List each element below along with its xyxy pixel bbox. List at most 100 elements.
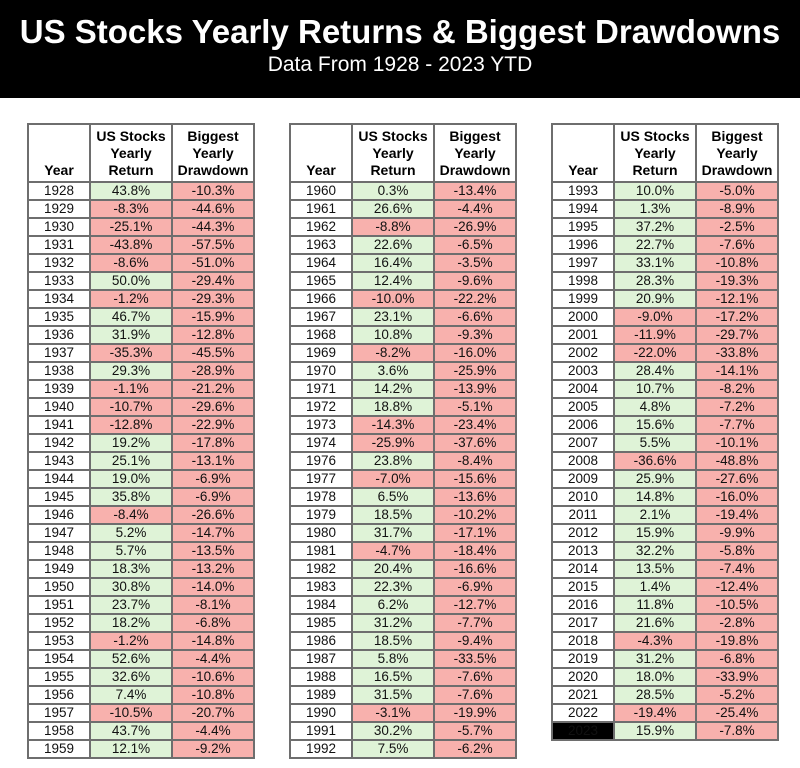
drawdown-cell: -2.5% (695, 217, 779, 238)
return-cell: 14.8% (613, 487, 697, 508)
year-cell: 2009 (551, 469, 615, 490)
return-cell: 12.4% (351, 271, 435, 292)
drawdown-cell: -22.9% (171, 415, 255, 436)
table-row: 1965 12.4% -9.6% (289, 271, 517, 292)
return-cell: 4.8% (613, 397, 697, 418)
year-cell: 2020 (551, 667, 615, 688)
drawdown-cell: -9.9% (695, 523, 779, 544)
drawdown-cell: -8.4% (433, 451, 517, 472)
drawdown-cell: -14.8% (171, 631, 255, 652)
drawdown-cell: -7.4% (695, 559, 779, 580)
return-cell: 52.6% (89, 649, 173, 670)
table-row: 1951 23.7% -8.1% (27, 595, 255, 616)
header-row: Year US Stocks Yearly Return Biggest Yearl… (551, 122, 779, 184)
table-row: 1972 18.8% -5.1% (289, 397, 517, 418)
col-header-drawdown: Biggest Yearly Drawdown (433, 122, 517, 184)
drawdown-cell: -37.6% (433, 433, 517, 454)
drawdown-cell: -7.6% (695, 235, 779, 256)
drawdown-cell: -7.6% (433, 685, 517, 706)
year-cell: 2021 (551, 685, 615, 706)
table-row: 1973 -14.3% -23.4% (289, 415, 517, 436)
year-cell: 2012 (551, 523, 615, 544)
drawdown-cell: -12.4% (695, 577, 779, 598)
year-cell: 1979 (289, 505, 353, 526)
return-cell: 7.4% (89, 685, 173, 706)
year-cell: 1968 (289, 325, 353, 346)
table-row: 1971 14.2% -13.9% (289, 379, 517, 400)
drawdown-cell: -4.4% (433, 199, 517, 220)
table-row: 1976 23.8% -8.4% (289, 451, 517, 472)
year-cell: 2013 (551, 541, 615, 562)
returns-table-1993-2023: Year US Stocks Yearly Return Biggest Yearl… (551, 122, 779, 742)
col-header-drawdown: Biggest Yearly Drawdown (171, 122, 255, 184)
drawdown-cell: -16.0% (433, 343, 517, 364)
return-cell: -43.8% (89, 235, 173, 256)
table-row: 1986 18.5% -9.4% (289, 631, 517, 652)
drawdown-cell: -33.8% (695, 343, 779, 364)
year-cell: 1947 (27, 523, 91, 544)
drawdown-cell: -26.9% (433, 217, 517, 238)
table-row: 2008 -36.6% -48.8% (551, 451, 779, 472)
year-cell: 1991 (289, 721, 353, 742)
table-row: 1997 33.1% -10.8% (551, 253, 779, 274)
drawdown-cell: -10.1% (695, 433, 779, 454)
return-cell: 46.7% (89, 307, 173, 328)
table-row: 1929 -8.3% -44.6% (27, 199, 255, 220)
return-cell: 23.7% (89, 595, 173, 616)
table-row: 1966 -10.0% -22.2% (289, 289, 517, 310)
return-cell: 18.8% (351, 397, 435, 418)
table-row: 1983 22.3% -6.9% (289, 577, 517, 598)
return-cell: 20.9% (613, 289, 697, 310)
table-row: 1930 -25.1% -44.3% (27, 217, 255, 238)
drawdown-cell: -17.2% (695, 307, 779, 328)
return-cell: 19.2% (89, 433, 173, 454)
drawdown-cell: -5.7% (433, 721, 517, 742)
col-header-year: Year (551, 122, 615, 184)
table-row: 2001 -11.9% -29.7% (551, 325, 779, 346)
year-cell: 1941 (27, 415, 91, 436)
return-cell: 18.2% (89, 613, 173, 634)
drawdown-cell: -15.9% (171, 307, 255, 328)
drawdown-cell: -13.5% (171, 541, 255, 562)
drawdown-cell: -13.6% (433, 487, 517, 508)
return-cell: 10.0% (613, 181, 697, 202)
return-cell: 22.7% (613, 235, 697, 256)
year-cell: 1963 (289, 235, 353, 256)
drawdown-cell: -7.7% (433, 613, 517, 634)
table-row: 1944 19.0% -6.9% (27, 469, 255, 490)
return-cell: 5.7% (89, 541, 173, 562)
table-row: 1935 46.7% -15.9% (27, 307, 255, 328)
return-cell: -4.7% (351, 541, 435, 562)
drawdown-cell: -19.8% (695, 631, 779, 652)
table-row: 1940 -10.7% -29.6% (27, 397, 255, 418)
year-cell: 1969 (289, 343, 353, 364)
return-cell: -10.0% (351, 289, 435, 310)
drawdown-cell: -9.6% (433, 271, 517, 292)
table-row: 1941 -12.8% -22.9% (27, 415, 255, 436)
return-cell: 43.7% (89, 721, 173, 742)
table-row: 1981 -4.7% -18.4% (289, 541, 517, 562)
return-cell: 18.0% (613, 667, 697, 688)
year-cell: 1959 (27, 739, 91, 760)
col-header-year: Year (289, 122, 353, 184)
returns-table: Year US Stocks Yearly Return Biggest Yearl… (27, 122, 255, 760)
return-cell: -7.0% (351, 469, 435, 490)
drawdown-cell: -4.4% (171, 649, 255, 670)
table-row: 1993 10.0% -5.0% (551, 181, 779, 202)
drawdown-cell: -7.8% (695, 721, 779, 742)
return-cell: -9.0% (613, 307, 697, 328)
year-cell: 1950 (27, 577, 91, 598)
return-cell: -19.4% (613, 703, 697, 724)
year-cell: 1971 (289, 379, 353, 400)
drawdown-cell: -20.7% (171, 703, 255, 724)
return-cell: 16.5% (351, 667, 435, 688)
drawdown-cell: -45.5% (171, 343, 255, 364)
table-row: 1984 6.2% -12.7% (289, 595, 517, 616)
drawdown-cell: -14.7% (171, 523, 255, 544)
year-cell: 1938 (27, 361, 91, 382)
year-cell: 1953 (27, 631, 91, 652)
drawdown-cell: -44.3% (171, 217, 255, 238)
table-row: 1946 -8.4% -26.6% (27, 505, 255, 526)
year-cell: 2005 (551, 397, 615, 418)
table-row: 1987 5.8% -33.5% (289, 649, 517, 670)
